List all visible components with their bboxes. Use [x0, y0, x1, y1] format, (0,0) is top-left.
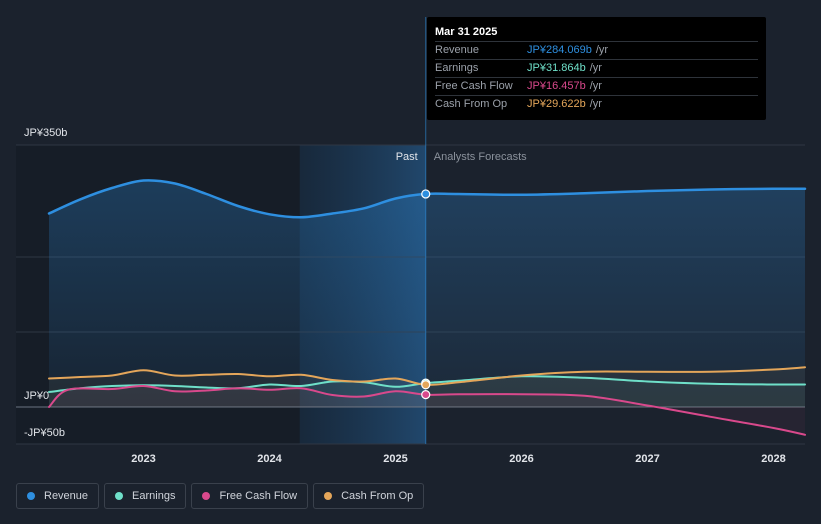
revenue-dot-icon: [27, 492, 35, 500]
y-label-bottom: -JP¥50b: [24, 427, 65, 439]
free-cash-flow-marker: [421, 390, 431, 400]
legend: Revenue Earnings Free Cash Flow Cash Fro…: [16, 483, 429, 511]
financial-chart: JP¥350b JP¥0 -JP¥50b Past Analysts Forecasts…: [16, 17, 807, 465]
tooltip-unit: /yr: [589, 80, 602, 92]
tooltip-row-earnings: Earnings JP¥31.864b /yr: [435, 59, 758, 77]
legend-label: Free Cash Flow: [219, 490, 298, 502]
tooltip-label: Revenue: [435, 44, 480, 56]
y-label-zero: JP¥0: [24, 390, 49, 402]
x-tick-label: 2025: [383, 453, 407, 465]
legend-item-revenue[interactable]: Revenue: [16, 483, 100, 509]
legend-item-cash-from-op[interactable]: Cash From Op: [313, 483, 425, 509]
free-cash-flow-line: [48, 384, 806, 436]
past-label: Past: [396, 151, 418, 163]
tooltip-unit: /yr: [589, 62, 602, 74]
tooltip-label: Earnings: [435, 62, 479, 74]
revenue-marker: [421, 189, 431, 199]
tooltip-date: Mar 31 2025: [435, 26, 498, 38]
tooltip-unit: /yr: [589, 98, 602, 110]
revenue-area: [49, 180, 805, 407]
cash-from-op-marker: [421, 380, 431, 390]
x-tick-label: 2023: [131, 453, 155, 465]
tooltip-unit: /yr: [595, 44, 609, 56]
y-label-top: JP¥350b: [24, 127, 67, 139]
x-tick-label: 2027: [635, 453, 659, 465]
tooltip-value: JP¥16.457b: [527, 80, 586, 92]
revenue-line: [47, 179, 807, 219]
cash-from-op-line: [48, 366, 806, 386]
tooltip-row-revenue: Revenue JP¥284.069b /yr: [435, 41, 758, 59]
legend-item-earnings[interactable]: Earnings: [104, 483, 187, 509]
legend-label: Revenue: [44, 490, 89, 502]
tooltip-label: Cash From Op: [435, 98, 508, 110]
x-tick-label: 2028: [761, 453, 785, 465]
legend-label: Cash From Op: [341, 490, 414, 502]
cash-from-op-dot-icon: [324, 492, 333, 500]
free-cash-flow-dot-icon: [202, 492, 211, 500]
forecast-label: Analysts Forecasts: [434, 151, 527, 163]
x-tick-label: 2026: [509, 453, 533, 465]
free-cash-flow-area: [49, 385, 805, 435]
earnings-dot-icon: [115, 492, 124, 500]
legend-item-free-cash-flow[interactable]: Free Cash Flow: [191, 483, 309, 509]
tooltip: Mar 31 2025 Revenue JP¥284.069b /yr Earn…: [427, 17, 766, 120]
tooltip-value: JP¥29.622b: [527, 98, 586, 110]
tooltip-row-cash-from-op: Cash From Op JP¥29.622b /yr: [435, 95, 758, 113]
x-tick-label: 2024: [257, 453, 282, 465]
legend-label: Earnings: [132, 490, 176, 502]
tooltip-value: JP¥31.864b: [527, 62, 586, 74]
tooltip-label: Free Cash Flow: [435, 80, 513, 92]
tooltip-row-free-cash-flow: Free Cash Flow JP¥16.457b /yr: [435, 77, 758, 95]
tooltip-value: JP¥284.069b: [527, 44, 592, 56]
